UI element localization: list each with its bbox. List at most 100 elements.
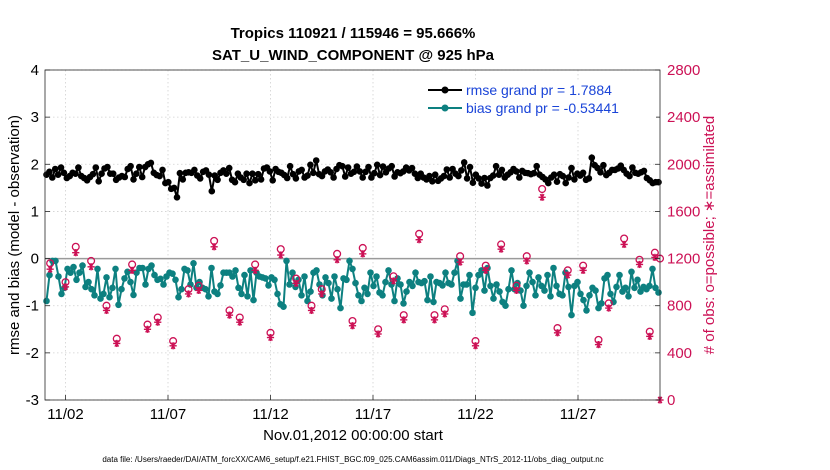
rmse-point xyxy=(463,175,471,182)
bias-point xyxy=(526,269,533,277)
rmse-point xyxy=(475,175,483,182)
obs-assimilated-marker xyxy=(523,257,531,265)
obs-assimilated-marker xyxy=(359,250,367,258)
rmse-point xyxy=(426,172,433,180)
bias-point xyxy=(232,267,239,274)
obs-assimilated-marker xyxy=(307,306,316,315)
obs-assimilated-marker xyxy=(236,318,244,326)
rmse-point xyxy=(460,159,468,166)
bias-point xyxy=(103,274,110,281)
bias-point xyxy=(331,273,338,280)
bias-point xyxy=(577,290,584,298)
rmse-point xyxy=(51,165,59,173)
bias-point xyxy=(637,288,644,295)
y-axis-label-right: # of obs: o=possible; ∗=assimilated xyxy=(701,116,718,355)
rmse-point xyxy=(585,175,593,182)
obs-assimilated-marker xyxy=(113,339,121,348)
bias-point xyxy=(271,276,278,284)
rmse-point xyxy=(530,169,538,177)
bias-point xyxy=(358,297,365,305)
chart-title: Tropics 110921 / 115946 = 95.666% xyxy=(231,25,476,42)
bias-point xyxy=(394,275,401,282)
rmse-point xyxy=(327,169,335,176)
bias-point xyxy=(169,270,176,278)
rmse-point xyxy=(478,180,485,187)
x-tick-label: 11/27 xyxy=(560,406,596,423)
bias-point xyxy=(370,282,377,290)
bias-point xyxy=(352,279,359,287)
legend-bias-marker xyxy=(441,104,449,112)
obs-assimilated-marker xyxy=(169,342,177,350)
rmse-point xyxy=(72,170,79,177)
bias-point xyxy=(391,297,398,305)
bias-point xyxy=(283,257,290,265)
bias-point xyxy=(649,265,656,273)
obs-assimilated-marker xyxy=(430,316,439,324)
bias-point xyxy=(85,278,92,286)
bias-point xyxy=(529,278,536,286)
bias-point xyxy=(334,285,341,293)
bias-point xyxy=(205,293,212,300)
rmse-point xyxy=(356,168,364,175)
rmse-point xyxy=(629,164,636,171)
bias-point xyxy=(544,271,551,279)
obs-assimilated-marker xyxy=(564,271,572,279)
bias-point xyxy=(55,273,62,280)
y-tick-label-right: 2800 xyxy=(667,62,700,79)
bias-point xyxy=(451,269,458,277)
obs-assimilated-marker xyxy=(348,322,357,330)
rmse-point xyxy=(571,176,578,183)
bias-point xyxy=(427,273,434,280)
y-axis-label-left: rmse and bias (model - observation) xyxy=(6,115,23,355)
bias-point xyxy=(73,276,80,284)
bias-point xyxy=(553,282,560,290)
rmse-point xyxy=(545,179,552,187)
obs-assimilated-marker xyxy=(143,325,152,333)
bias-point xyxy=(613,283,620,291)
plot-box xyxy=(44,69,661,401)
bias-point xyxy=(160,281,167,288)
obs-assimilated-marker xyxy=(225,311,234,319)
obs-assimilated-marker xyxy=(482,266,490,274)
rmse-point xyxy=(196,175,204,182)
rmse-point xyxy=(443,166,451,173)
obs-assimilated-marker xyxy=(210,243,218,251)
bias-point xyxy=(439,282,446,289)
bias-point xyxy=(157,275,164,283)
bias-point xyxy=(109,284,116,292)
rmse-point xyxy=(159,166,166,174)
bias-point xyxy=(106,293,113,301)
rmse-point xyxy=(350,168,358,176)
bias-point xyxy=(148,262,155,269)
obs-assimilated-marker xyxy=(251,266,259,274)
bias-point xyxy=(274,290,281,298)
obs-assimilated-marker xyxy=(441,310,449,318)
bias-point xyxy=(586,292,593,299)
rmse-point xyxy=(339,162,346,170)
bias-point xyxy=(604,271,611,279)
bias-point xyxy=(76,269,83,277)
rmse-point xyxy=(379,163,387,170)
bias-point xyxy=(241,271,248,279)
obs-assimilated-marker xyxy=(646,332,654,340)
rmse-point xyxy=(54,171,62,178)
rmse-point xyxy=(243,170,250,177)
obs-assimilated-marker xyxy=(579,266,587,274)
rmse-point xyxy=(353,163,361,170)
rmse-point xyxy=(359,174,367,181)
bias-point xyxy=(373,273,380,280)
rmse-point xyxy=(312,157,320,164)
bias-point xyxy=(580,296,587,304)
rmse-point xyxy=(597,169,604,176)
bias-point xyxy=(502,302,509,310)
bias-point xyxy=(397,281,404,288)
obs-assimilated-marker xyxy=(128,266,136,274)
legend-bias-label: bias grand pr = -0.53441 xyxy=(466,100,619,116)
bias-point xyxy=(514,279,521,287)
bias-point xyxy=(46,271,53,279)
bias-point xyxy=(523,282,530,290)
legend: rmse grand pr = 1.7884 bias grand pr = -… xyxy=(420,80,656,120)
rmse-point xyxy=(484,182,491,189)
bias-point xyxy=(178,285,185,293)
rmse-point xyxy=(138,173,146,181)
